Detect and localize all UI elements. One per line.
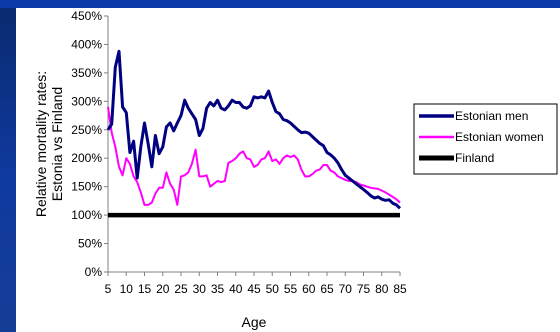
x-tick-label: 30 xyxy=(193,282,207,296)
y-tick-label: 300% xyxy=(71,94,102,108)
axes xyxy=(107,16,400,273)
y-tick-label: 100% xyxy=(71,208,102,222)
y-tick-label: 250% xyxy=(71,123,102,137)
x-tick-label: 5 xyxy=(105,282,112,296)
x-axis-title: Age xyxy=(242,314,267,330)
y-tick-label: 150% xyxy=(71,180,102,194)
y-tick-label: 350% xyxy=(71,66,102,80)
series-lines xyxy=(106,49,402,218)
x-tick-label: 10 xyxy=(120,282,134,296)
y-tick-labels: 0% 50% 100% 150% 200% 250% 300% 350% 400% 450% xyxy=(71,9,108,279)
x-tick-label: 40 xyxy=(229,282,243,296)
x-tick-label: 20 xyxy=(156,282,170,296)
legend: Estonian men Estonian women Finland xyxy=(413,103,558,175)
x-tick-label: 60 xyxy=(302,282,316,296)
x-tick-label: 70 xyxy=(339,282,353,296)
series-line-estonian-men xyxy=(106,49,402,210)
x-tick-label: 65 xyxy=(320,282,334,296)
x-tick-label: 45 xyxy=(247,282,261,296)
legend-label: Finland xyxy=(455,151,494,165)
x-tick-label: 35 xyxy=(211,282,225,296)
x-tick-label: 75 xyxy=(357,282,371,296)
legend-label: Estonian women xyxy=(455,130,544,144)
y-tick-label: 200% xyxy=(71,151,102,165)
slide-frame-top xyxy=(0,0,560,8)
x-tick-label: 80 xyxy=(375,282,389,296)
legend-label: Estonian men xyxy=(455,109,528,123)
slide-frame-left xyxy=(0,0,16,332)
y-tick-label: 400% xyxy=(71,37,102,51)
x-tick-labels: 5 10 15 20 25 30 35 40 45 50 55 60 65 70 75 80 85 xyxy=(105,272,407,296)
y-axis-title-line-2: Estonia vs Finland xyxy=(49,87,65,201)
y-tick-label: 0% xyxy=(85,265,103,279)
x-tick-label: 25 xyxy=(174,282,188,296)
y-tick-label: 450% xyxy=(71,9,102,23)
y-axis-title-line-1: Relative mortality rates: xyxy=(33,71,49,217)
x-tick-label: 85 xyxy=(393,282,407,296)
x-tick-label: 50 xyxy=(266,282,280,296)
x-tick-label: 55 xyxy=(284,282,298,296)
y-tick-label: 50% xyxy=(78,237,102,251)
x-tick-label: 15 xyxy=(138,282,152,296)
